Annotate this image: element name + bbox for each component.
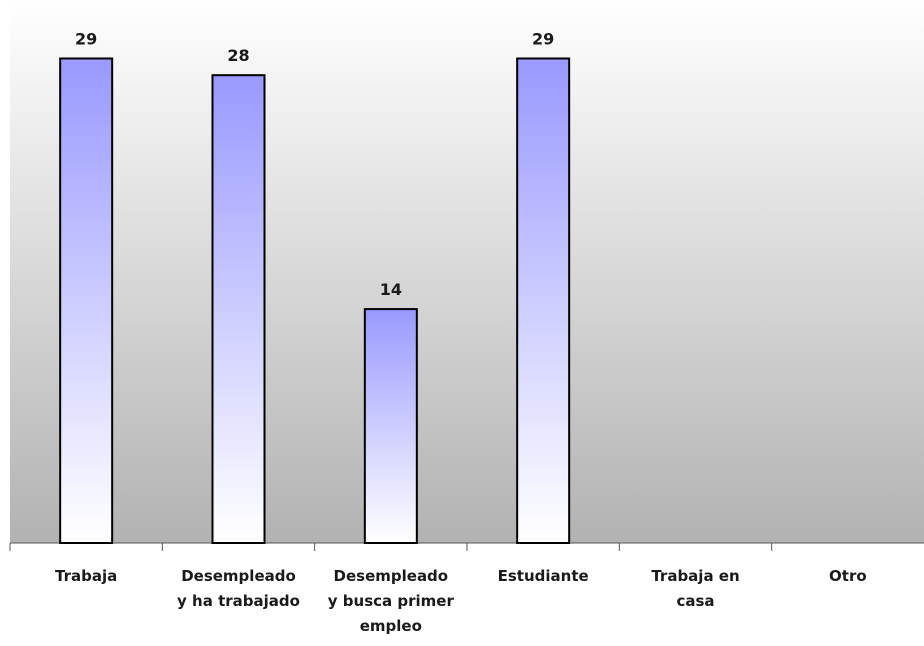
x-tick-label: Trabaja	[55, 567, 118, 585]
x-tick-label: Trabaja en casa	[651, 567, 740, 610]
x-tick-label: Estudiante	[497, 567, 589, 585]
bar	[363, 308, 418, 545]
x-tick-label: Desempleado y ha trabajado	[177, 567, 300, 610]
bar	[211, 74, 266, 545]
bar	[516, 57, 571, 544]
data-label: 14	[380, 280, 402, 299]
data-label: 29	[75, 29, 97, 48]
bar	[59, 57, 114, 544]
x-tick-label: Otro	[829, 567, 867, 585]
data-label: 28	[227, 46, 249, 65]
x-tick-label: Desempleado y busca primer empleo	[327, 567, 454, 635]
data-label: 29	[532, 29, 554, 48]
plot-background	[10, 0, 924, 543]
